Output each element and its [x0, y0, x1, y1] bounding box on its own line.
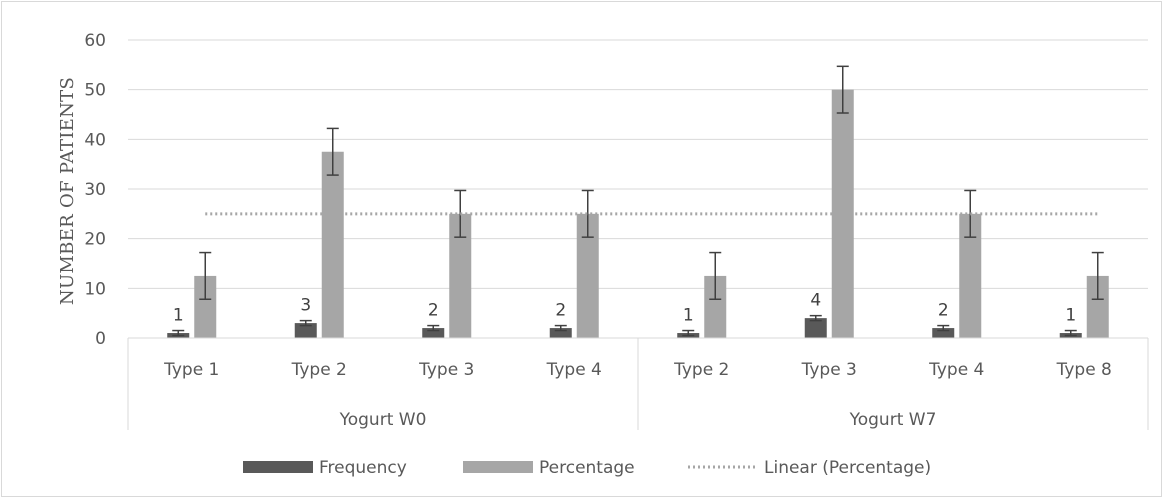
legend-swatch-percentage — [463, 461, 533, 473]
x-group-label: Yogurt W7 — [849, 410, 937, 430]
y-axis-title: NUMBER OF PATIENTS — [57, 77, 78, 305]
legend-label: Linear (Percentage) — [764, 458, 931, 478]
bar-percentage-7 — [959, 213, 982, 338]
y-tick-label: 20 — [84, 230, 106, 250]
bar-frequency-7 — [932, 328, 955, 338]
legend-label: Frequency — [319, 458, 407, 478]
y-tick-label: 30 — [84, 180, 106, 200]
x-tick-label: Type 4 — [928, 360, 984, 380]
y-tick-label: 10 — [84, 279, 106, 299]
y-tick-label: 60 — [84, 31, 106, 51]
bar-percentage-4 — [576, 213, 599, 338]
x-group-label: Yogurt W0 — [339, 410, 427, 430]
legend-label: Percentage — [539, 458, 635, 478]
legend-swatch-frequency — [243, 461, 313, 473]
y-tick-label: 0 — [95, 329, 106, 349]
x-tick-label: Type 2 — [291, 360, 347, 380]
bar-percentage-1 — [194, 275, 217, 338]
data-label: 1 — [1065, 306, 1076, 326]
x-tick-label: Type 3 — [418, 360, 474, 380]
x-tick-label: Type 4 — [546, 360, 602, 380]
data-label: 4 — [810, 291, 821, 311]
bar-frequency-2 — [294, 323, 317, 338]
data-label: 2 — [428, 301, 439, 321]
y-tick-label: 40 — [84, 130, 106, 150]
bar-frequency-6 — [804, 318, 827, 338]
bar-frequency-3 — [422, 328, 445, 338]
bar-frequency-4 — [549, 328, 572, 338]
data-label: 2 — [938, 301, 949, 321]
x-tick-label: Type 8 — [1056, 360, 1112, 380]
x-tick-label: Type 3 — [801, 360, 857, 380]
data-label: 1 — [683, 306, 694, 326]
bar-percentage-6 — [831, 89, 854, 339]
bar-percentage-8 — [1086, 275, 1109, 338]
y-tick-label: 50 — [84, 81, 106, 101]
data-label: 1 — [173, 306, 184, 326]
bar-percentage-2 — [321, 151, 344, 338]
bar-percentage-5 — [704, 275, 727, 338]
data-label: 2 — [555, 301, 566, 321]
x-tick-label: Type 1 — [163, 360, 219, 380]
bar-percentage-3 — [449, 213, 472, 338]
x-tick-label: Type 2 — [673, 360, 729, 380]
data-label: 3 — [300, 296, 311, 316]
